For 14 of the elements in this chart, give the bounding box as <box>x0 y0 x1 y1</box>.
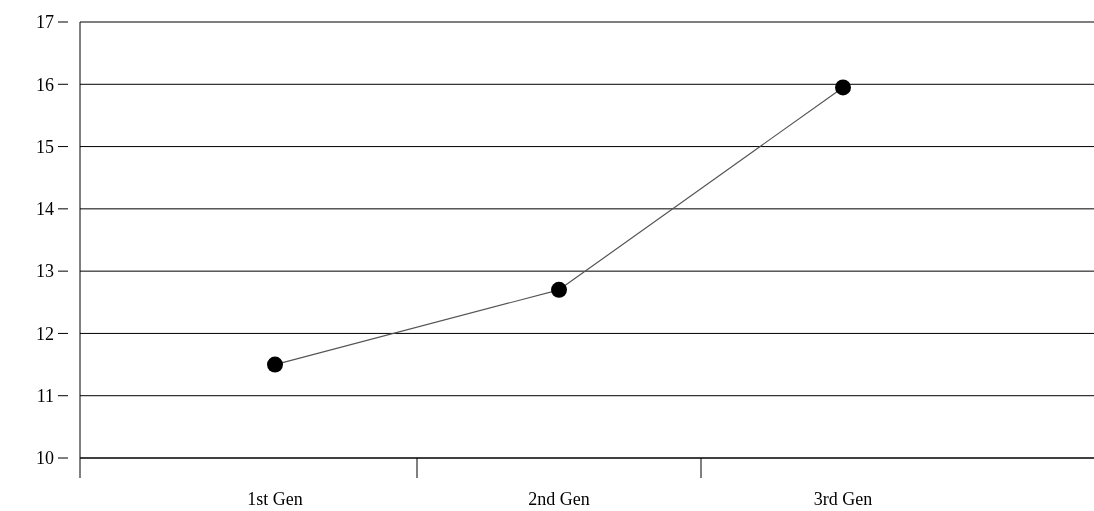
y-tick-label: 15 <box>36 136 54 157</box>
x-tick-label: 1st Gen <box>247 489 303 509</box>
y-tick-label: 10 <box>36 448 54 469</box>
x-tick-label: 2nd Gen <box>528 489 590 509</box>
y-tick-label: 17 <box>36 12 54 33</box>
point <box>835 79 851 96</box>
y-tick-label: 14 <box>36 199 54 220</box>
y-tick-label: 11 <box>36 386 54 407</box>
y-tick-label: 16 <box>36 74 54 95</box>
y-tick-label: 13 <box>36 261 54 282</box>
point <box>551 281 567 298</box>
point <box>267 356 283 373</box>
x-tick-label: 3rd Gen <box>813 489 873 509</box>
y-tick-label: 12 <box>36 323 54 344</box>
